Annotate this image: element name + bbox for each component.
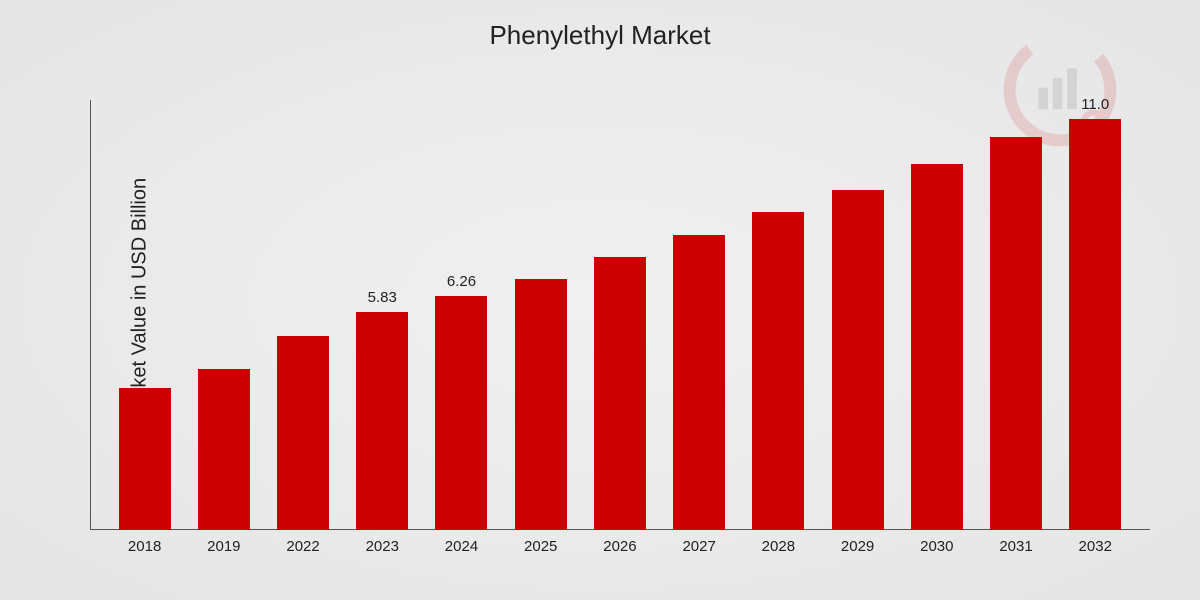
bar xyxy=(911,164,963,530)
x-tick-label: 2029 xyxy=(828,538,888,555)
bar xyxy=(119,388,171,530)
x-tick-label: 2018 xyxy=(115,538,175,555)
bar-group xyxy=(907,158,967,530)
x-axis-labels: 2018 2019 2022 2023 2024 2025 2026 2027 2028 2029… xyxy=(90,538,1150,555)
bar xyxy=(356,312,408,530)
bar xyxy=(198,369,250,530)
bar-group: 6.26 xyxy=(431,273,491,530)
x-tick-label: 2022 xyxy=(273,538,333,555)
bar-group xyxy=(669,229,729,530)
bar-group xyxy=(590,251,650,530)
bar-value-label: 11.0 xyxy=(1081,96,1109,113)
bar-value-label: 5.83 xyxy=(368,289,397,306)
bar-group xyxy=(828,184,888,530)
bar-group: 5.83 xyxy=(352,289,412,530)
bar xyxy=(515,279,567,530)
bar-group: 11.0 xyxy=(1065,96,1125,530)
bar-group xyxy=(194,363,254,530)
x-tick-label: 2023 xyxy=(352,538,412,555)
x-tick-label: 2032 xyxy=(1065,538,1125,555)
bar xyxy=(752,212,804,530)
plot-area: 5.836.2611.0 xyxy=(90,100,1150,530)
x-tick-label: 2025 xyxy=(511,538,571,555)
x-tick-label: 2026 xyxy=(590,538,650,555)
x-tick-label: 2028 xyxy=(748,538,808,555)
bar-group xyxy=(748,206,808,530)
bar xyxy=(832,190,884,530)
x-tick-label: 2019 xyxy=(194,538,254,555)
x-tick-label: 2030 xyxy=(907,538,967,555)
bar xyxy=(277,336,329,530)
bar-value-label: 6.26 xyxy=(447,273,476,290)
bar xyxy=(435,296,487,530)
bar-group xyxy=(115,382,175,530)
x-tick-label: 2031 xyxy=(986,538,1046,555)
bar xyxy=(673,235,725,530)
x-tick-label: 2027 xyxy=(669,538,729,555)
bar-group xyxy=(986,131,1046,530)
bar xyxy=(990,137,1042,530)
x-tick-label: 2024 xyxy=(431,538,491,555)
bar-group xyxy=(511,273,571,530)
bar xyxy=(1069,119,1121,530)
bar-group xyxy=(273,330,333,530)
bars-container: 5.836.2611.0 xyxy=(90,100,1150,530)
bar xyxy=(594,257,646,530)
